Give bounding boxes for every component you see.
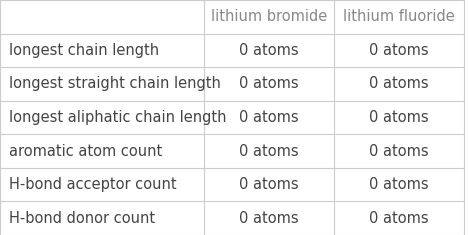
Text: 0 atoms: 0 atoms <box>239 43 299 58</box>
Text: 0 atoms: 0 atoms <box>239 177 299 192</box>
Text: 0 atoms: 0 atoms <box>239 76 299 91</box>
Text: longest straight chain length: longest straight chain length <box>9 76 221 91</box>
Text: 0 atoms: 0 atoms <box>239 144 299 159</box>
Text: H-bond donor count: H-bond donor count <box>9 211 155 226</box>
Text: 0 atoms: 0 atoms <box>369 110 429 125</box>
Text: lithium fluoride: lithium fluoride <box>343 9 455 24</box>
Text: 0 atoms: 0 atoms <box>369 76 429 91</box>
Text: 0 atoms: 0 atoms <box>369 211 429 226</box>
Text: 0 atoms: 0 atoms <box>239 211 299 226</box>
Text: 0 atoms: 0 atoms <box>369 177 429 192</box>
Text: 0 atoms: 0 atoms <box>369 43 429 58</box>
Text: lithium bromide: lithium bromide <box>211 9 327 24</box>
Text: aromatic atom count: aromatic atom count <box>9 144 163 159</box>
Text: longest aliphatic chain length: longest aliphatic chain length <box>9 110 227 125</box>
Text: 0 atoms: 0 atoms <box>369 144 429 159</box>
Text: 0 atoms: 0 atoms <box>239 110 299 125</box>
Text: H-bond acceptor count: H-bond acceptor count <box>9 177 177 192</box>
Text: longest chain length: longest chain length <box>9 43 159 58</box>
